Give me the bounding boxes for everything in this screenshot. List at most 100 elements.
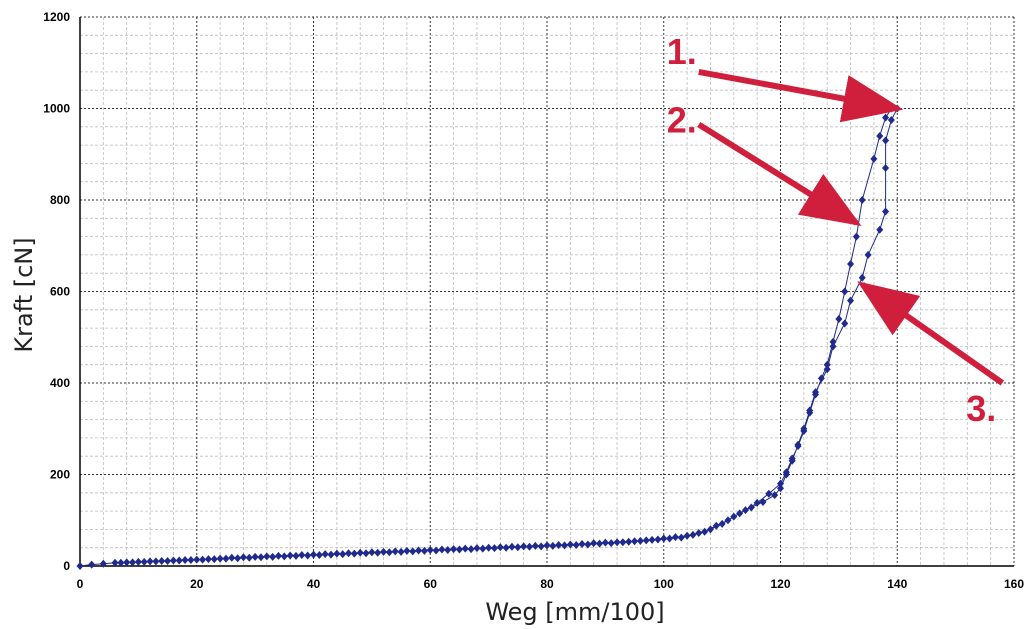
data-point [596, 539, 604, 548]
data-point [175, 556, 183, 565]
data-point [251, 552, 259, 561]
y-axis-label: Kraft [cN] [10, 237, 38, 352]
data-point [759, 497, 767, 506]
data-point [882, 113, 890, 122]
data-point [864, 250, 872, 259]
x-tick-label: 120 [770, 577, 790, 591]
data-point [706, 525, 714, 534]
data-point [537, 542, 545, 551]
annotation-layer: 1. 2. 3. [667, 31, 1005, 429]
data-point [835, 314, 843, 323]
data-point [631, 537, 639, 546]
data-point [152, 557, 160, 566]
data-point [420, 546, 428, 555]
data-point [397, 547, 405, 556]
data-point [666, 534, 674, 543]
data-point [788, 456, 796, 465]
data-point [76, 562, 84, 570]
data-point [210, 555, 218, 564]
annotation-label-2: 2. [667, 100, 697, 141]
data-point [222, 554, 230, 563]
data-point [368, 548, 376, 557]
data-point [817, 374, 825, 383]
data-point [724, 516, 732, 525]
x-tick-label: 0 [77, 577, 84, 591]
data-point [181, 556, 189, 565]
tick-labels: 0 20 40 60 80 100 120 140 160 0 200 400 600 800 1000 12… [43, 10, 1024, 591]
grid-lines [80, 16, 1015, 566]
data-point [782, 470, 790, 479]
data-point [496, 543, 504, 552]
axes [79, 17, 1014, 567]
data-point [876, 225, 884, 234]
data-point [642, 536, 650, 545]
y-tick-label: 600 [50, 285, 70, 299]
data-point [777, 484, 784, 493]
data-point [601, 538, 609, 547]
data-point [415, 546, 423, 555]
data-point [146, 557, 154, 566]
data-point [701, 527, 709, 536]
data-point [204, 555, 212, 564]
data-point [753, 498, 761, 507]
data-point [590, 539, 598, 548]
data-point [403, 546, 411, 555]
data-point [671, 533, 679, 542]
data-point [841, 287, 849, 296]
data-point [438, 545, 446, 554]
data-point [216, 554, 224, 563]
y-tick-label: 400 [50, 376, 70, 390]
data-point [712, 521, 720, 530]
data-point [333, 549, 341, 558]
data-point [310, 550, 317, 559]
data-point [158, 556, 166, 565]
data-point [292, 551, 300, 560]
data-point [467, 545, 475, 554]
data-point [689, 530, 697, 539]
data-point [870, 154, 878, 163]
data-point [561, 541, 569, 550]
data-point [677, 533, 685, 542]
data-point [245, 553, 253, 562]
data-point [531, 541, 539, 550]
y-tick-label: 200 [50, 468, 70, 482]
data-point [199, 555, 207, 564]
data-point [391, 547, 399, 556]
data-point [654, 535, 662, 544]
data-point [800, 424, 808, 433]
data-point [385, 548, 393, 557]
data-point [345, 549, 353, 558]
data-point [747, 503, 755, 512]
y-tick-label: 0 [63, 559, 70, 573]
data-point [847, 296, 855, 305]
data-point [286, 551, 294, 560]
y-tick-label: 1200 [43, 10, 70, 24]
annotation-arrow-1 [698, 68, 904, 123]
data-point [473, 544, 481, 553]
data-point [274, 551, 282, 560]
data-point [450, 545, 458, 554]
data-point [234, 554, 242, 563]
data-point [502, 543, 510, 552]
data-point [164, 556, 172, 565]
data-point [187, 556, 195, 565]
data-point [193, 555, 201, 564]
data-point [636, 536, 644, 545]
data-point [648, 535, 656, 544]
data-point [129, 558, 137, 567]
data-point [490, 544, 498, 553]
data-point [298, 551, 306, 560]
data-point [169, 556, 177, 565]
data-point [339, 550, 347, 559]
annotation-arrow-3 [857, 281, 1005, 386]
data-point [841, 319, 849, 328]
data-point [829, 342, 837, 351]
data-point [543, 541, 551, 550]
data-point [876, 131, 884, 140]
data-point [806, 406, 814, 415]
data-point [887, 115, 895, 124]
data-point [771, 491, 779, 500]
data-point [327, 550, 335, 559]
annotation-label-1: 1. [667, 31, 697, 72]
data-point [882, 207, 890, 216]
